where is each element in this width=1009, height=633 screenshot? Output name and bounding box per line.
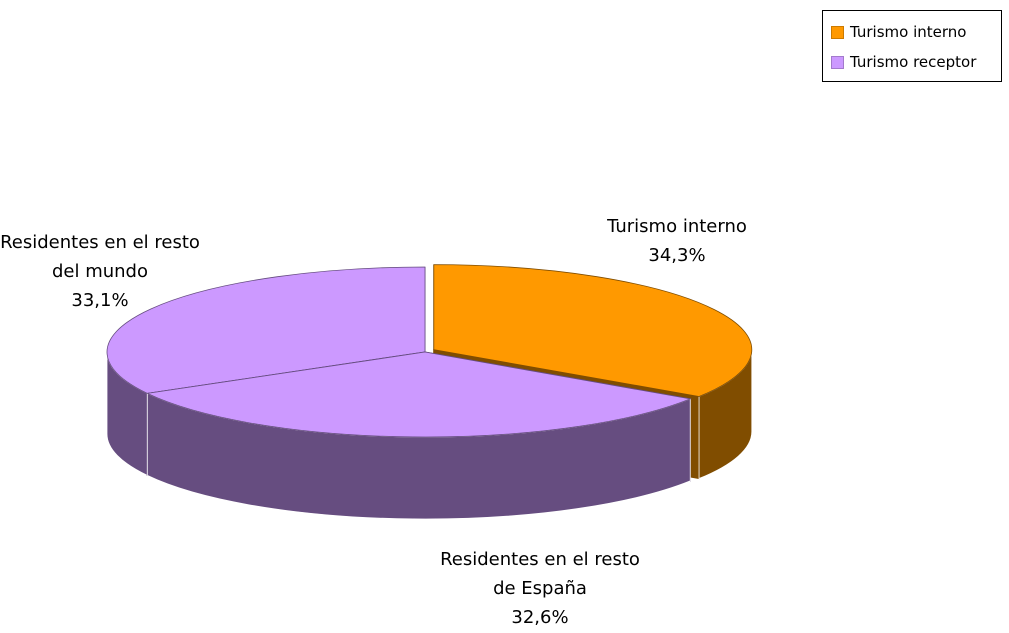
legend-label: Turismo receptor xyxy=(850,53,977,71)
slice-label-value: 34,3% xyxy=(648,245,706,266)
slice-label-name: Residentes en el resto de España xyxy=(440,549,640,599)
legend-entry: Turismo interno xyxy=(831,17,1001,47)
slice-label-name: Residentes en el resto del mundo xyxy=(0,232,200,282)
slice-top xyxy=(433,264,753,397)
slice-label: Turismo interno 34,3% xyxy=(577,212,777,270)
legend-label: Turismo interno xyxy=(850,23,967,41)
slice-top xyxy=(145,351,692,438)
slice-label-name: Turismo interno xyxy=(607,216,747,237)
slice-label-value: 33,1% xyxy=(71,290,129,311)
pie-slice xyxy=(145,351,692,520)
slice-top xyxy=(106,266,426,394)
slice-label-value: 32,6% xyxy=(511,607,569,628)
legend: Turismo interno Turismo receptor xyxy=(822,10,1002,82)
legend-entry: Turismo receptor xyxy=(831,47,1001,77)
slice-label: Residentes en el resto del mundo 33,1% xyxy=(0,228,200,315)
legend-swatch xyxy=(831,55,844,69)
slice-label: Residentes en el resto de España 32,6% xyxy=(440,545,640,632)
legend-swatch xyxy=(831,25,844,39)
